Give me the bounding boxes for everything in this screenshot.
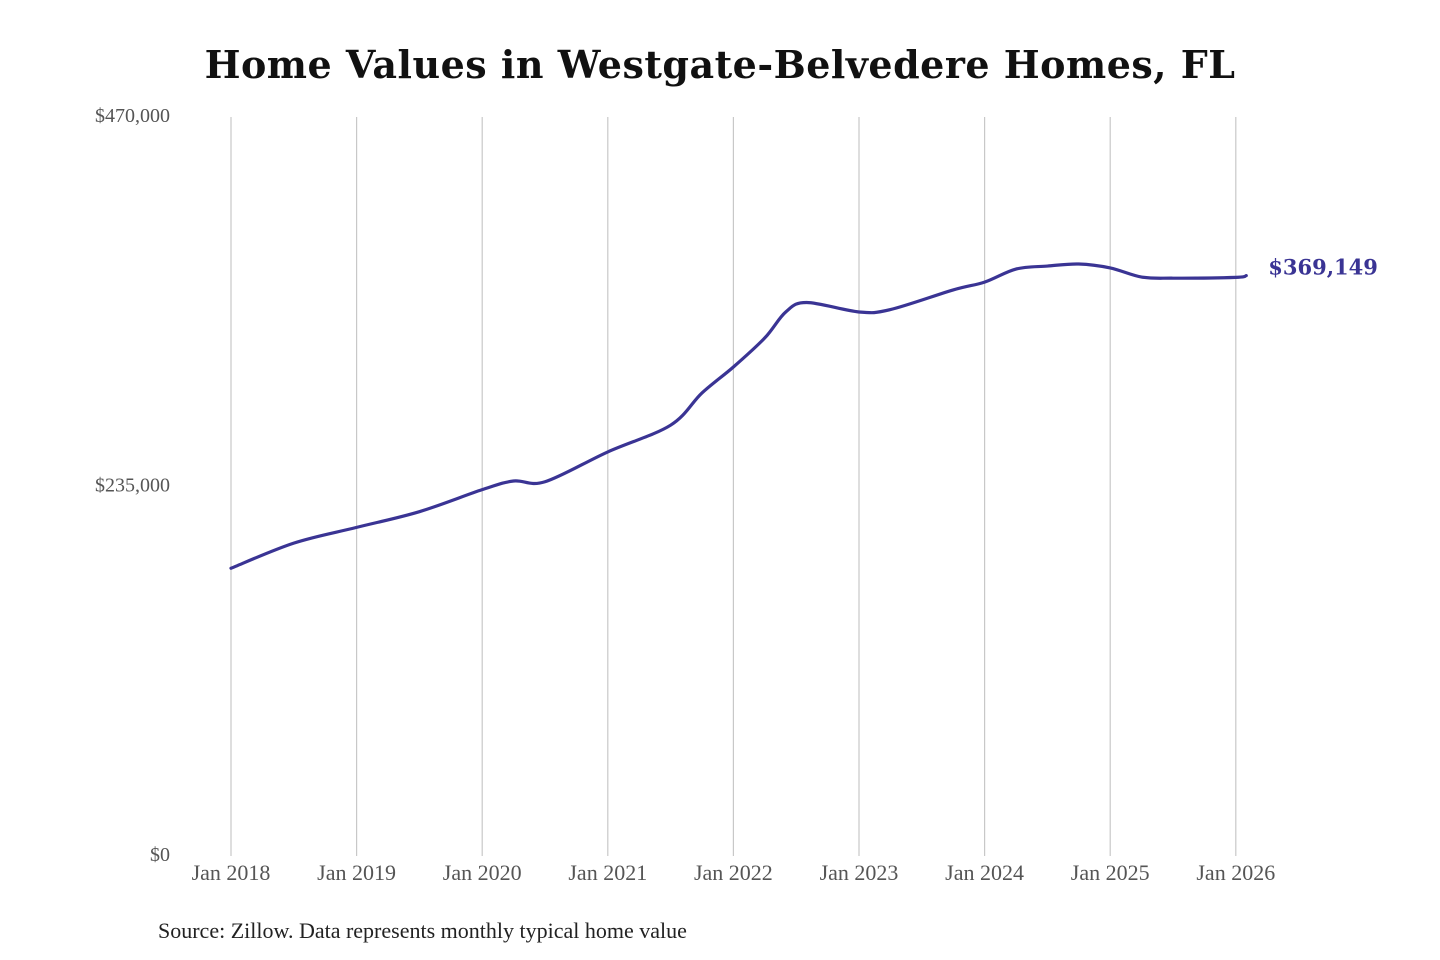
series-line	[229, 262, 1248, 570]
x-tick-label: Jan 2018	[192, 860, 271, 885]
x-tick-label: Jan 2023	[820, 860, 899, 885]
x-tick-label: Jan 2025	[1071, 860, 1150, 885]
source-note: Source: Zillow. Data represents monthly …	[158, 918, 687, 943]
chart-title: Home Values in Westgate-Belvedere Homes,…	[204, 42, 1236, 87]
x-tick-label: Jan 2020	[443, 860, 522, 885]
x-tick-label: Jan 2021	[568, 860, 647, 885]
x-tick-label: Jan 2019	[317, 860, 396, 885]
x-tick-label: Jan 2024	[945, 860, 1024, 885]
end-value-label: $369,149	[1268, 255, 1378, 280]
x-tick-label: Jan 2026	[1196, 860, 1275, 885]
x-tick-label: Jan 2022	[694, 860, 773, 885]
y-tick-label: $235,000	[95, 475, 170, 497]
y-tick-label: $470,000	[95, 105, 170, 127]
y-tick-label: $0	[150, 844, 170, 866]
